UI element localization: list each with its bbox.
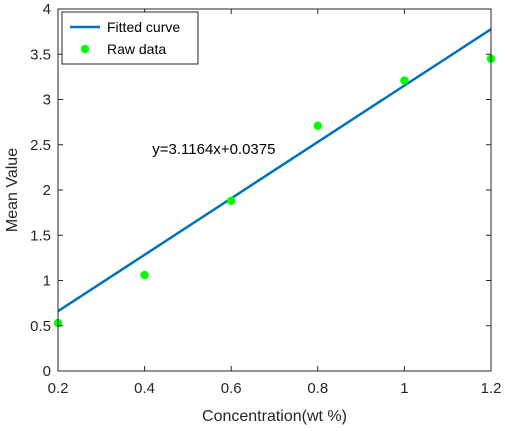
y-tick-label: 0 (43, 363, 51, 380)
legend-label: Fitted curve (107, 19, 180, 35)
y-tick-label: 2 (43, 182, 51, 199)
x-axis-label: Concentration(wt %) (202, 408, 347, 425)
x-tick-label: 1 (400, 380, 408, 397)
x-tick-label: 0.4 (134, 380, 155, 397)
axes: 0.2 0.4 0.6 0.8 1 1.2 0 0.5 1 1.5 2 2.5 3 3.5 4 Concent… (4, 1, 501, 425)
data-point (140, 270, 149, 280)
equation-annotation: y=3.1164x+0.0375 (152, 141, 275, 158)
legend-marker-swatch (80, 44, 90, 54)
y-tick-label: 4 (43, 1, 51, 18)
y-tick-label: 3.5 (30, 46, 51, 63)
legend-label: Raw data (107, 41, 166, 57)
plot-background (58, 9, 491, 371)
y-tick-label: 3 (43, 92, 51, 109)
plot-area: y=3.1164x+0.0375 (53, 9, 496, 371)
legend: Fitted curve Raw data (61, 11, 199, 65)
legend-box (61, 11, 199, 65)
y-tick-label: 2.5 (30, 137, 51, 154)
x-tick-label: 0.6 (221, 380, 242, 397)
data-point (313, 121, 322, 130)
x-tick-label: 0.2 (48, 380, 69, 397)
y-tick-label: 1.5 (30, 227, 51, 244)
data-point (400, 76, 409, 85)
x-tick-label: 0.8 (307, 380, 328, 397)
y-axis-label: Mean Value (4, 148, 21, 232)
x-tick-label: 1.2 (481, 380, 502, 397)
fitted-curve-line (57, 28, 492, 313)
y-tick-label: 0.5 (30, 318, 51, 335)
data-point (227, 196, 236, 206)
y-tick-label: 1 (43, 273, 51, 290)
